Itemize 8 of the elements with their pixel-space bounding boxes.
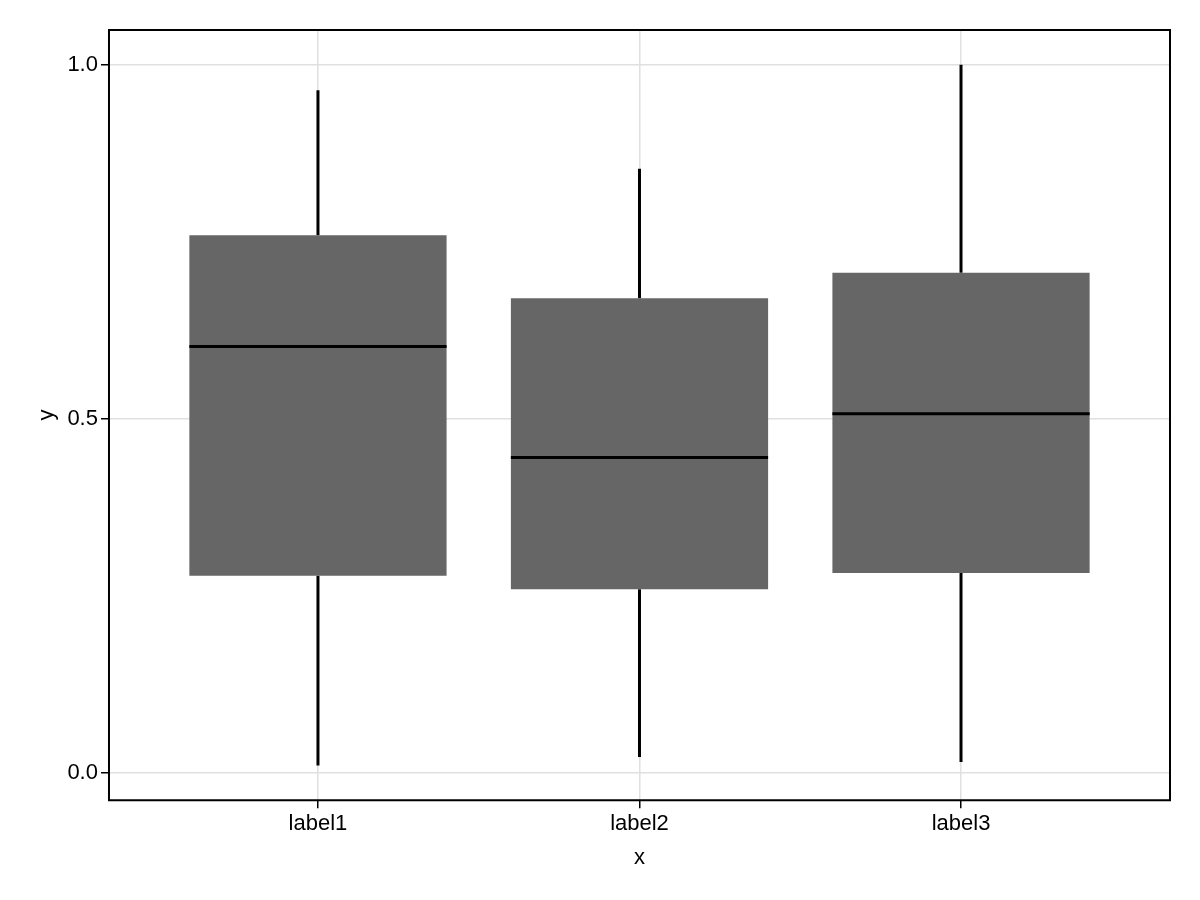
x-tick-label: label2 [610, 810, 669, 836]
y-axis-title: y [33, 409, 59, 421]
y-tick-label: 0.5 [67, 404, 98, 430]
x-tick-label: label3 [931, 810, 991, 836]
x-axis-title: x [633, 843, 645, 869]
x-tick-label: label1 [288, 810, 348, 836]
y-tick-label: 0.0 [67, 758, 98, 784]
y-tick-label: 1.0 [67, 50, 98, 76]
